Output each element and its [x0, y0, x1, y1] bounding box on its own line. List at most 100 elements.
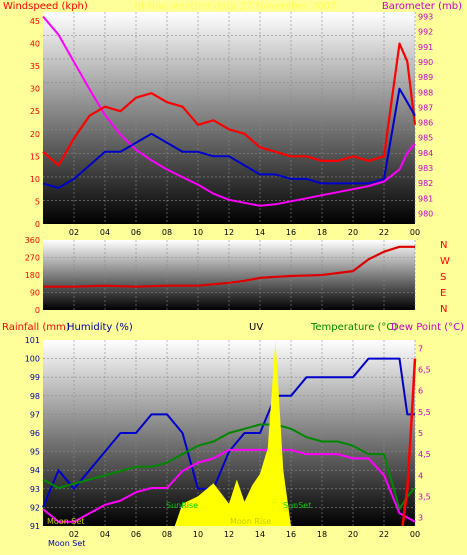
x-tick-label: 04	[100, 530, 110, 539]
y-tick-label: 5	[418, 429, 423, 438]
x-tick-label: 14	[255, 228, 265, 237]
x-tick-label: 10	[193, 228, 203, 237]
y-tick-label: 40	[30, 40, 40, 49]
compass-direction-label: E	[440, 288, 446, 299]
y-tick-label: 982	[418, 179, 433, 188]
temperature-line	[42, 423, 416, 511]
humidity-label: Humidity (%)	[67, 322, 133, 333]
y-tick-label: 0	[35, 220, 40, 229]
y-tick-label: 991	[418, 43, 433, 52]
x-tick-label: 02	[69, 530, 79, 539]
y-tick-label: 984	[418, 149, 433, 158]
direction-degree-ticks: 0 90 180 270 360	[25, 236, 40, 315]
x-tick-label: 22	[379, 228, 389, 237]
y-tick-label: 90	[30, 289, 40, 298]
y-tick-label: 988	[418, 88, 433, 97]
x-tick-label: 16	[286, 228, 296, 237]
gust-line	[42, 42, 417, 167]
y-tick-label: 95	[30, 448, 40, 457]
y-tick-label: 101	[25, 336, 40, 345]
moon-set-annotation: Moon Set	[47, 517, 84, 526]
wind-baro-grid	[43, 12, 416, 224]
x-tick-label: 18	[317, 530, 327, 539]
x-tick-label: 18	[317, 228, 327, 237]
y-tick-label: 983	[418, 164, 433, 173]
moon-set-time-label: Moon Set	[48, 539, 85, 548]
y-tick-label: 0	[35, 306, 40, 315]
y-tick-label: 20	[30, 130, 40, 139]
x-tick-label: 06	[131, 228, 141, 237]
y-tick-label: 981	[418, 194, 433, 203]
x-tick-label: 14	[255, 530, 265, 539]
y-tick-label: 6	[418, 387, 423, 396]
direction-grid	[43, 240, 416, 310]
windspeed-ticks: 0 5 10 15 20 25 30 35 40 45	[30, 17, 40, 229]
y-tick-label: 360	[25, 236, 40, 245]
compass-direction-label: S	[440, 272, 446, 283]
barometer-ticks: 980 981 982 983 984 985 986 987 988 989 990 991 992 9…	[418, 13, 433, 219]
x-tick-label: 12	[224, 530, 234, 539]
x-tick-label: 20	[348, 530, 358, 539]
y-tick-label: 992	[418, 28, 433, 37]
y-tick-label: 45	[30, 17, 40, 26]
direction-series	[43, 245, 415, 288]
y-tick-label: 92	[30, 503, 40, 512]
y-tick-label: 30	[30, 85, 40, 94]
y-tick-label: 270	[25, 254, 40, 263]
y-tick-label: 98	[30, 392, 40, 401]
wind-baro-series	[42, 15, 417, 207]
y-tick-label: 6,5	[418, 366, 431, 375]
y-tick-label: 4	[418, 471, 423, 480]
y-tick-label: 15	[30, 152, 40, 161]
x-tick-label: 04	[100, 228, 110, 237]
y-tick-label: 93	[30, 485, 40, 494]
y-tick-label: 100	[25, 355, 40, 364]
humidity-line	[42, 357, 415, 508]
y-tick-label: 10	[30, 175, 40, 184]
rainfall-label: Rainfall (mm)	[2, 322, 70, 333]
x-tick-label: 10	[193, 530, 203, 539]
y-tick-label: 3,5	[418, 492, 431, 501]
chart-header-text: Hi-Nox weather data 27 November 2007	[134, 1, 337, 12]
y-tick-label: 91	[30, 522, 40, 531]
y-tick-label: 35	[30, 62, 40, 71]
wind-direction-line	[43, 245, 415, 288]
y-tick-label: 5,5	[418, 408, 431, 417]
climate-time-ticks: 02 04 06 08 10 12 14 16 18 20 22 00	[69, 530, 420, 539]
x-tick-label: 16	[286, 530, 296, 539]
barometer-axis-label: Barometer (mb)	[382, 1, 462, 12]
x-tick-label: 00	[410, 228, 420, 237]
moon-rise-annotation: Moon Rise	[230, 517, 271, 526]
x-tick-label: 00	[410, 530, 420, 539]
y-tick-label: 987	[418, 103, 433, 112]
temperature-ticks: 3 3,5 4 4,5 5 5,5 6 6,5 7	[418, 344, 431, 522]
humidity-ticks: 91 92 93 94 95 96 97 98 99 100 101	[25, 336, 40, 531]
y-tick-label: 5	[35, 197, 40, 206]
y-tick-label: 993	[418, 13, 433, 22]
y-tick-label: 180	[25, 271, 40, 280]
y-tick-label: 25	[30, 107, 40, 116]
compass-direction-label: N	[440, 240, 447, 251]
rain-line	[401, 358, 417, 527]
x-tick-label: 06	[131, 530, 141, 539]
dew-point-label: Dew Point (°C)	[391, 322, 464, 333]
windspeed-axis-label: Windspeed (kph)	[3, 1, 88, 12]
dew-point-line	[42, 448, 416, 523]
x-tick-label: 02	[69, 228, 79, 237]
compass-direction-label: N	[440, 304, 447, 315]
x-tick-label: 08	[162, 228, 172, 237]
x-tick-label: 08	[162, 530, 172, 539]
uv-area	[174, 340, 291, 526]
y-tick-label: 990	[418, 58, 433, 67]
compass-direction-label: W	[440, 256, 450, 267]
wind-time-ticks: 02 04 06 08 10 12 14 16 18 20 22 00	[69, 228, 420, 237]
barometer-line	[42, 15, 416, 207]
y-tick-label: 986	[418, 119, 433, 128]
y-tick-label: 989	[418, 73, 433, 82]
y-tick-label: 3	[418, 514, 423, 523]
y-tick-label: 96	[30, 429, 40, 438]
uv-label: UV	[249, 322, 263, 333]
y-tick-label: 985	[418, 134, 433, 143]
